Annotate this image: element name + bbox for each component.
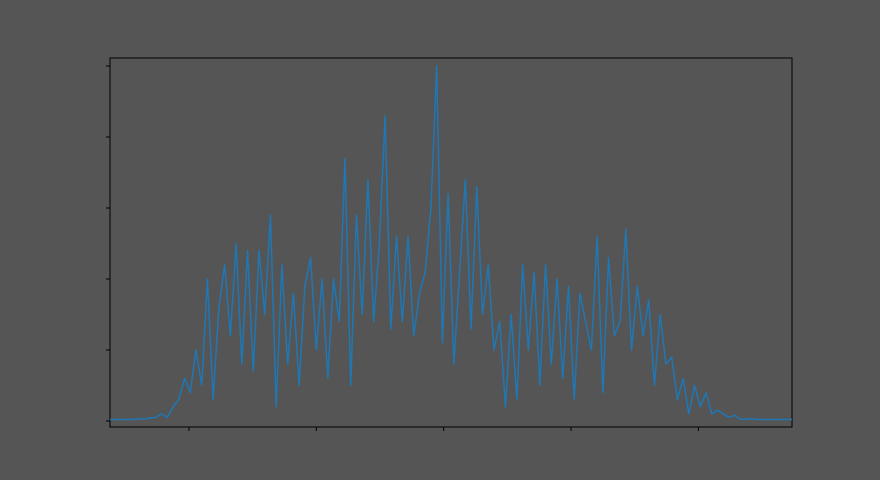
line	[110, 65, 792, 421]
plot-area	[109, 57, 793, 428]
